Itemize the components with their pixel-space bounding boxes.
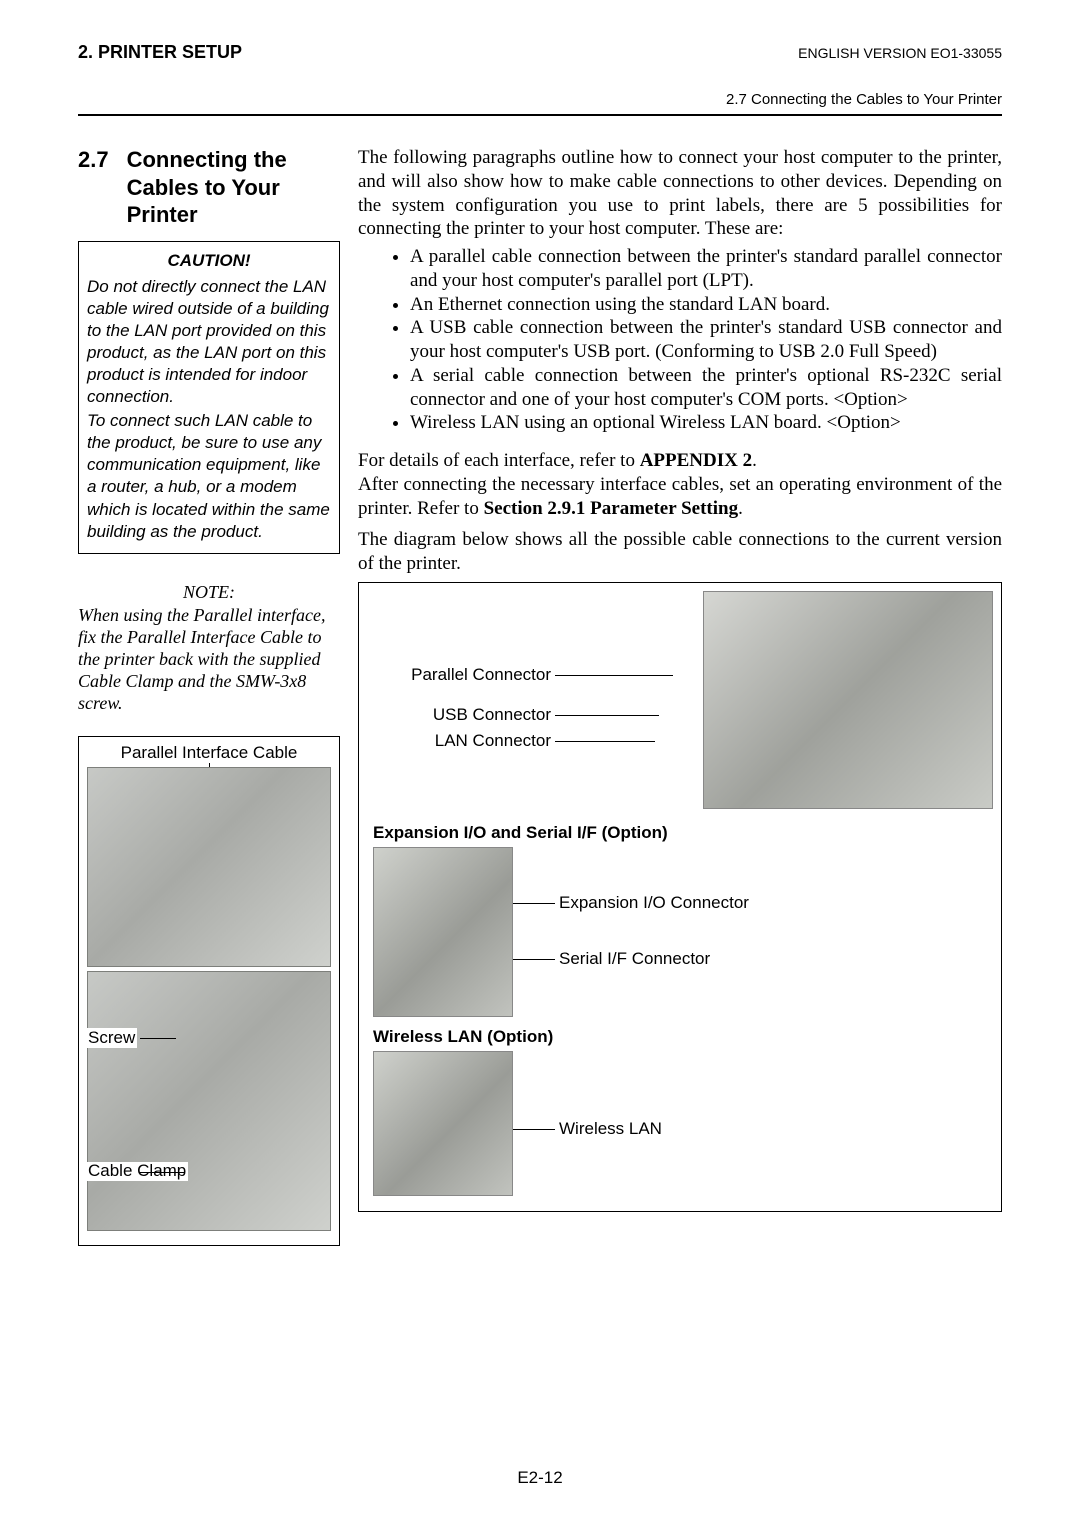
- caution-paragraph-1: Do not directly connect the LAN cable wi…: [87, 276, 331, 409]
- printer-back-image-2: Screw Cable Clamp: [87, 971, 331, 1231]
- expansion-io-label: Expansion I/O Connector: [559, 893, 749, 913]
- parallel-cable-label: Parallel Interface Cable: [87, 743, 331, 763]
- section-title-text: Connecting the Cables to Your Printer: [127, 146, 340, 229]
- wlan-option: Wireless LAN (Option) Wireless LAN: [373, 1027, 987, 1196]
- caution-title: CAUTION!: [87, 250, 331, 272]
- content-area: 2.7 Connecting the Cables to Your Printe…: [78, 146, 1002, 1246]
- section-number: 2.7: [78, 146, 109, 229]
- serial-line: [513, 959, 555, 960]
- serial-if-label: Serial I/F Connector: [559, 949, 710, 969]
- printer-image: [703, 591, 993, 809]
- wlan-label: Wireless LAN: [559, 1119, 662, 1139]
- expansion-labels: Expansion I/O Connector Serial I/F Conne…: [527, 847, 987, 1017]
- left-column: 2.7 Connecting the Cables to Your Printe…: [78, 146, 340, 1246]
- bullet-parallel: A parallel cable connection between the …: [410, 245, 1002, 293]
- connection-list: A parallel cable connection between the …: [358, 245, 1002, 435]
- section-ref: After connecting the necessary interface…: [358, 473, 1002, 521]
- page-number: E2-12: [0, 1468, 1080, 1488]
- wlan-line: [513, 1129, 555, 1130]
- header-rule: [78, 114, 1002, 116]
- screw-line: [140, 1038, 176, 1039]
- header-version: ENGLISH VERSION EO1-33055: [798, 45, 1002, 61]
- parallel-connector-label: Parallel Connector: [381, 665, 551, 685]
- expansion-image: [373, 847, 513, 1017]
- note-title: NOTE:: [78, 582, 340, 603]
- wlan-labels: Wireless LAN: [527, 1051, 987, 1196]
- page-header: 2. PRINTER SETUP ENGLISH VERSION EO1-330…: [78, 42, 1002, 63]
- bullet-wlan: Wireless LAN using an optional Wireless …: [410, 411, 1002, 435]
- right-diagram-box: Parallel Connector USB Connector LAN Con…: [358, 582, 1002, 1212]
- caution-paragraph-2: To connect such LAN cable to the product…: [87, 410, 331, 543]
- bullet-usb: A USB cable connection between the print…: [410, 316, 1002, 364]
- caution-box: CAUTION! Do not directly connect the LAN…: [78, 241, 340, 554]
- lan-connector-label: LAN Connector: [381, 731, 551, 751]
- intro-paragraph: The following paragraphs outline how to …: [358, 146, 1002, 241]
- parallel-line: [555, 675, 673, 676]
- appendix-ref: For details of each interface, refer to …: [358, 449, 1002, 473]
- expansion-option: Expansion I/O and Serial I/F (Option) Ex…: [373, 823, 987, 1017]
- screw-label: Screw: [86, 1028, 137, 1048]
- expansion-title: Expansion I/O and Serial I/F (Option): [373, 823, 987, 843]
- left-diagram-box: Parallel Interface Cable Screw Cable Cla…: [78, 736, 340, 1246]
- diagram-intro: The diagram below shows all the possible…: [358, 528, 1002, 576]
- header-subsection: 2.7 Connecting the Cables to Your Printe…: [78, 91, 1002, 108]
- usb-connector-label: USB Connector: [381, 705, 551, 725]
- bullet-serial: A serial cable connection between the pr…: [410, 364, 1002, 412]
- section-heading: 2.7 Connecting the Cables to Your Printe…: [78, 146, 340, 229]
- wlan-image: [373, 1051, 513, 1196]
- header-section: 2. PRINTER SETUP: [78, 42, 242, 63]
- bullet-ethernet: An Ethernet connection using the standar…: [410, 293, 1002, 317]
- right-column: The following paragraphs outline how to …: [358, 146, 1002, 1246]
- printer-back-image-1: [87, 767, 331, 967]
- clamp-line: [140, 1172, 184, 1173]
- lan-line: [555, 741, 655, 742]
- note-body: When using the Parallel interface, fix t…: [78, 605, 340, 715]
- exp-line: [513, 903, 555, 904]
- wlan-title: Wireless LAN (Option): [373, 1027, 987, 1047]
- usb-line: [555, 715, 659, 716]
